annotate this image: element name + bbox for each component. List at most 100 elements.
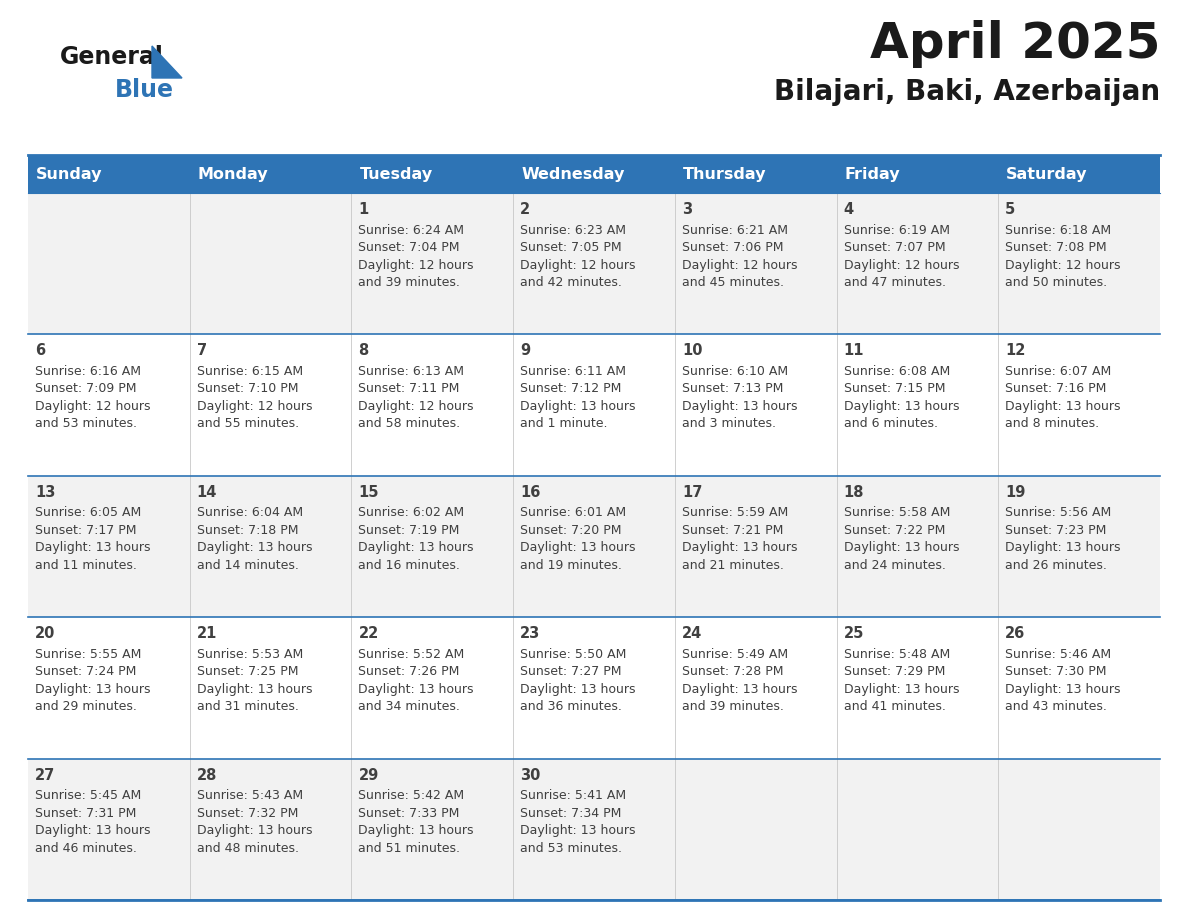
Text: 16: 16 — [520, 485, 541, 499]
Text: Sunrise: 6:21 AM: Sunrise: 6:21 AM — [682, 223, 788, 237]
Text: Sunset: 7:15 PM: Sunset: 7:15 PM — [843, 383, 946, 396]
Text: 26: 26 — [1005, 626, 1025, 641]
Text: Sunrise: 6:04 AM: Sunrise: 6:04 AM — [197, 507, 303, 520]
Text: Sunrise: 5:53 AM: Sunrise: 5:53 AM — [197, 648, 303, 661]
Text: and 53 minutes.: and 53 minutes. — [520, 842, 623, 855]
Text: Sunrise: 5:41 AM: Sunrise: 5:41 AM — [520, 789, 626, 802]
Text: 30: 30 — [520, 767, 541, 783]
Text: and 51 minutes.: and 51 minutes. — [359, 842, 461, 855]
Text: Daylight: 13 hours: Daylight: 13 hours — [1005, 683, 1120, 696]
Text: Sunset: 7:18 PM: Sunset: 7:18 PM — [197, 524, 298, 537]
Text: Sunset: 7:22 PM: Sunset: 7:22 PM — [843, 524, 944, 537]
Text: 28: 28 — [197, 767, 217, 783]
Text: 22: 22 — [359, 626, 379, 641]
Text: 4: 4 — [843, 202, 854, 217]
Text: Sunrise: 5:56 AM: Sunrise: 5:56 AM — [1005, 507, 1112, 520]
Text: Blue: Blue — [115, 78, 173, 102]
Text: Sunset: 7:12 PM: Sunset: 7:12 PM — [520, 383, 621, 396]
Text: Sunset: 7:33 PM: Sunset: 7:33 PM — [359, 807, 460, 820]
Text: Sunrise: 6:23 AM: Sunrise: 6:23 AM — [520, 223, 626, 237]
Text: and 45 minutes.: and 45 minutes. — [682, 276, 784, 289]
Text: 25: 25 — [843, 626, 864, 641]
Text: April 2025: April 2025 — [870, 20, 1159, 68]
Text: and 19 minutes.: and 19 minutes. — [520, 559, 623, 572]
Text: and 11 minutes.: and 11 minutes. — [34, 559, 137, 572]
Text: Sunrise: 5:43 AM: Sunrise: 5:43 AM — [197, 789, 303, 802]
Text: Sunrise: 6:10 AM: Sunrise: 6:10 AM — [682, 364, 788, 378]
Text: Daylight: 13 hours: Daylight: 13 hours — [197, 683, 312, 696]
Text: Daylight: 13 hours: Daylight: 13 hours — [520, 824, 636, 837]
Text: and 41 minutes.: and 41 minutes. — [843, 700, 946, 713]
Text: Daylight: 12 hours: Daylight: 12 hours — [843, 259, 959, 272]
Text: 11: 11 — [843, 343, 864, 358]
Text: Daylight: 13 hours: Daylight: 13 hours — [843, 400, 959, 413]
Bar — [29, 155, 1159, 193]
Text: and 1 minute.: and 1 minute. — [520, 418, 607, 431]
Text: Sunset: 7:25 PM: Sunset: 7:25 PM — [197, 666, 298, 678]
Text: Sunset: 7:08 PM: Sunset: 7:08 PM — [1005, 241, 1107, 254]
Text: 6: 6 — [34, 343, 45, 358]
Text: Sunset: 7:34 PM: Sunset: 7:34 PM — [520, 807, 621, 820]
Text: Daylight: 12 hours: Daylight: 12 hours — [682, 259, 797, 272]
Text: Sunrise: 6:08 AM: Sunrise: 6:08 AM — [843, 364, 950, 378]
Text: 9: 9 — [520, 343, 530, 358]
Text: 2: 2 — [520, 202, 530, 217]
Text: Sunset: 7:04 PM: Sunset: 7:04 PM — [359, 241, 460, 254]
Text: Sunset: 7:20 PM: Sunset: 7:20 PM — [520, 524, 621, 537]
Text: Sunset: 7:13 PM: Sunset: 7:13 PM — [682, 383, 783, 396]
Text: Sunrise: 5:42 AM: Sunrise: 5:42 AM — [359, 789, 465, 802]
Text: and 58 minutes.: and 58 minutes. — [359, 418, 461, 431]
Text: Sunset: 7:06 PM: Sunset: 7:06 PM — [682, 241, 783, 254]
Text: Sunset: 7:24 PM: Sunset: 7:24 PM — [34, 666, 137, 678]
Text: and 36 minutes.: and 36 minutes. — [520, 700, 623, 713]
Text: Daylight: 12 hours: Daylight: 12 hours — [520, 259, 636, 272]
Text: Sunrise: 5:52 AM: Sunrise: 5:52 AM — [359, 648, 465, 661]
Bar — [29, 476, 1159, 617]
Text: and 21 minutes.: and 21 minutes. — [682, 559, 784, 572]
Text: Sunrise: 5:59 AM: Sunrise: 5:59 AM — [682, 507, 788, 520]
Text: Daylight: 13 hours: Daylight: 13 hours — [682, 683, 797, 696]
Text: Daylight: 12 hours: Daylight: 12 hours — [1005, 259, 1120, 272]
Polygon shape — [152, 46, 182, 78]
Text: 15: 15 — [359, 485, 379, 499]
Text: Daylight: 13 hours: Daylight: 13 hours — [34, 824, 151, 837]
Text: Sunrise: 5:45 AM: Sunrise: 5:45 AM — [34, 789, 141, 802]
Text: and 26 minutes.: and 26 minutes. — [1005, 559, 1107, 572]
Text: Sunrise: 6:15 AM: Sunrise: 6:15 AM — [197, 364, 303, 378]
Text: Sunset: 7:29 PM: Sunset: 7:29 PM — [843, 666, 944, 678]
Text: 12: 12 — [1005, 343, 1025, 358]
Text: Sunset: 7:21 PM: Sunset: 7:21 PM — [682, 524, 783, 537]
Text: Sunset: 7:26 PM: Sunset: 7:26 PM — [359, 666, 460, 678]
Text: Sunrise: 6:19 AM: Sunrise: 6:19 AM — [843, 223, 949, 237]
Text: and 53 minutes.: and 53 minutes. — [34, 418, 137, 431]
Text: Daylight: 13 hours: Daylight: 13 hours — [520, 400, 636, 413]
Text: 21: 21 — [197, 626, 217, 641]
Text: and 31 minutes.: and 31 minutes. — [197, 700, 298, 713]
Text: Sunrise: 5:55 AM: Sunrise: 5:55 AM — [34, 648, 141, 661]
Text: Sunset: 7:32 PM: Sunset: 7:32 PM — [197, 807, 298, 820]
Text: and 48 minutes.: and 48 minutes. — [197, 842, 298, 855]
Text: Daylight: 13 hours: Daylight: 13 hours — [359, 683, 474, 696]
Text: and 55 minutes.: and 55 minutes. — [197, 418, 299, 431]
Text: General: General — [61, 45, 164, 69]
Text: 3: 3 — [682, 202, 691, 217]
Text: Sunrise: 5:58 AM: Sunrise: 5:58 AM — [843, 507, 950, 520]
Text: Thursday: Thursday — [683, 166, 766, 182]
Text: and 6 minutes.: and 6 minutes. — [843, 418, 937, 431]
Text: Sunset: 7:07 PM: Sunset: 7:07 PM — [843, 241, 946, 254]
Text: 5: 5 — [1005, 202, 1016, 217]
Text: Daylight: 13 hours: Daylight: 13 hours — [359, 824, 474, 837]
Text: Sunrise: 6:16 AM: Sunrise: 6:16 AM — [34, 364, 141, 378]
Bar — [29, 758, 1159, 900]
Text: Monday: Monday — [197, 166, 268, 182]
Text: Sunrise: 6:13 AM: Sunrise: 6:13 AM — [359, 364, 465, 378]
Text: Wednesday: Wednesday — [522, 166, 625, 182]
Text: Sunrise: 6:02 AM: Sunrise: 6:02 AM — [359, 507, 465, 520]
Text: 23: 23 — [520, 626, 541, 641]
Text: Sunday: Sunday — [36, 166, 102, 182]
Text: Daylight: 12 hours: Daylight: 12 hours — [359, 259, 474, 272]
Text: 27: 27 — [34, 767, 56, 783]
Text: Daylight: 12 hours: Daylight: 12 hours — [197, 400, 312, 413]
Text: Sunrise: 6:05 AM: Sunrise: 6:05 AM — [34, 507, 141, 520]
Text: Sunset: 7:30 PM: Sunset: 7:30 PM — [1005, 666, 1107, 678]
